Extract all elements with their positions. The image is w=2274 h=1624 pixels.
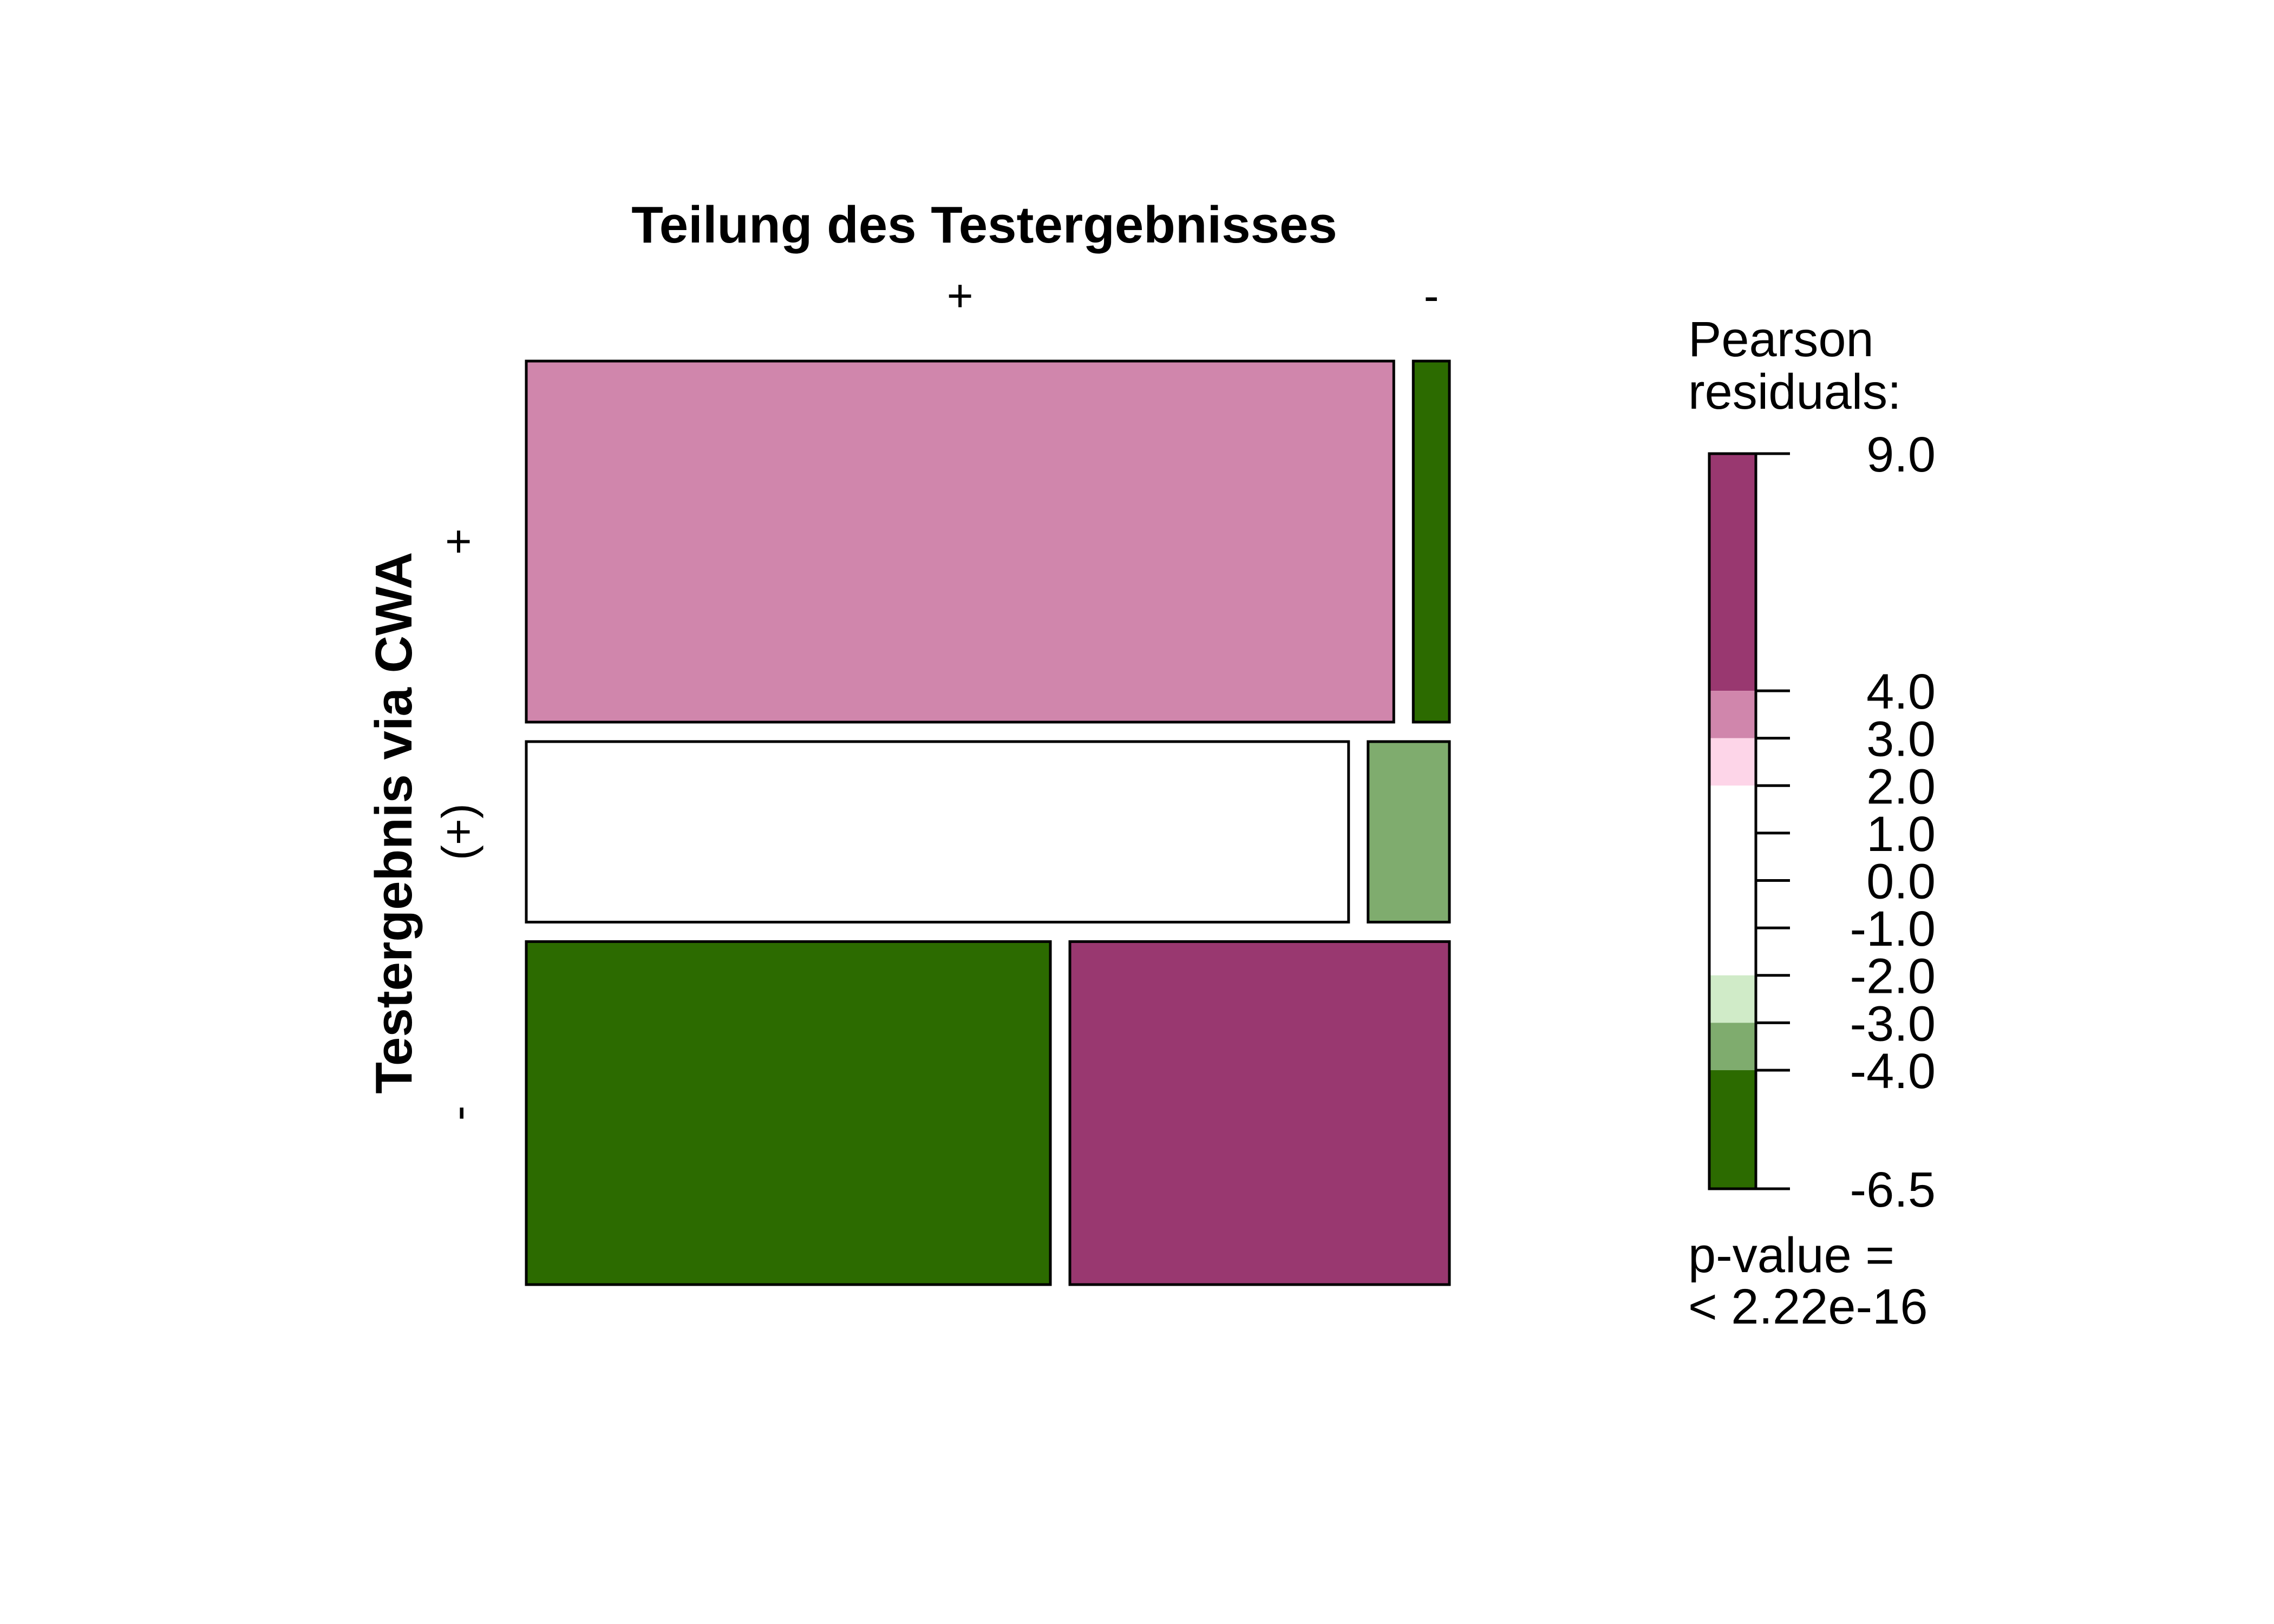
legend-title-line1: Pearson bbox=[1688, 312, 1874, 367]
legend-tick-label: 4.0 bbox=[1866, 664, 1936, 719]
legend-band bbox=[1709, 738, 1756, 786]
legend-tick-label: -3.0 bbox=[1850, 996, 1936, 1051]
row-level-label: - bbox=[433, 1105, 483, 1121]
legend-tick-label: 0.0 bbox=[1866, 854, 1936, 909]
row-level-label: + bbox=[433, 528, 483, 555]
column-level-labels: + - bbox=[947, 270, 1439, 321]
mosaic-tile bbox=[525, 740, 1350, 924]
mosaic-tile bbox=[525, 359, 1395, 724]
legend-tick-label: 2.0 bbox=[1866, 759, 1936, 814]
mosaic-tiles bbox=[525, 359, 1451, 1286]
residual-legend: Pearson residuals: 9.0 4.03.02.01.00.0-1.… bbox=[1688, 312, 1936, 1334]
legend-ticks: 9.0 4.03.02.01.00.0-1.0-2.0-3.0-4.0 -6.5 bbox=[1756, 427, 1936, 1217]
legend-tick-label: -4.0 bbox=[1850, 1044, 1936, 1099]
row-level-label: (+) bbox=[433, 803, 483, 860]
legend-band bbox=[1709, 785, 1756, 975]
column-level-label: - bbox=[1424, 270, 1439, 321]
legend-tick-label: 9.0 bbox=[1866, 427, 1936, 482]
legend-title-line2: residuals: bbox=[1688, 364, 1901, 420]
p-value-text: < 2.22e-16 bbox=[1688, 1279, 1927, 1334]
legend-tick-label: -6.5 bbox=[1850, 1162, 1936, 1217]
p-value-label: p-value = bbox=[1688, 1228, 1894, 1283]
legend-band bbox=[1709, 691, 1756, 738]
legend-bar-frame bbox=[1708, 452, 1757, 1190]
legend-tick-label: -2.0 bbox=[1850, 949, 1936, 1004]
legend-band bbox=[1709, 975, 1756, 1023]
mosaic-tile bbox=[1068, 940, 1451, 1286]
mosaic-tile bbox=[525, 940, 1052, 1286]
mosaic-tile bbox=[1412, 359, 1451, 724]
legend-tick-label: 3.0 bbox=[1866, 712, 1936, 767]
chart-title: Teilung des Testergebnisses bbox=[631, 196, 1337, 254]
legend-band bbox=[1709, 1023, 1756, 1070]
mosaic-tile bbox=[1367, 740, 1451, 924]
legend-tick-label: 1.0 bbox=[1866, 807, 1936, 862]
y-axis-label: Testergebnis via CWA bbox=[365, 552, 423, 1093]
legend-band bbox=[1709, 1070, 1756, 1189]
legend-tick-label: -1.0 bbox=[1850, 901, 1936, 957]
row-level-labels: + (+) - bbox=[433, 528, 483, 1121]
legend-color-bands bbox=[1708, 452, 1757, 1190]
legend-band bbox=[1709, 454, 1756, 691]
column-level-label: + bbox=[947, 270, 973, 321]
